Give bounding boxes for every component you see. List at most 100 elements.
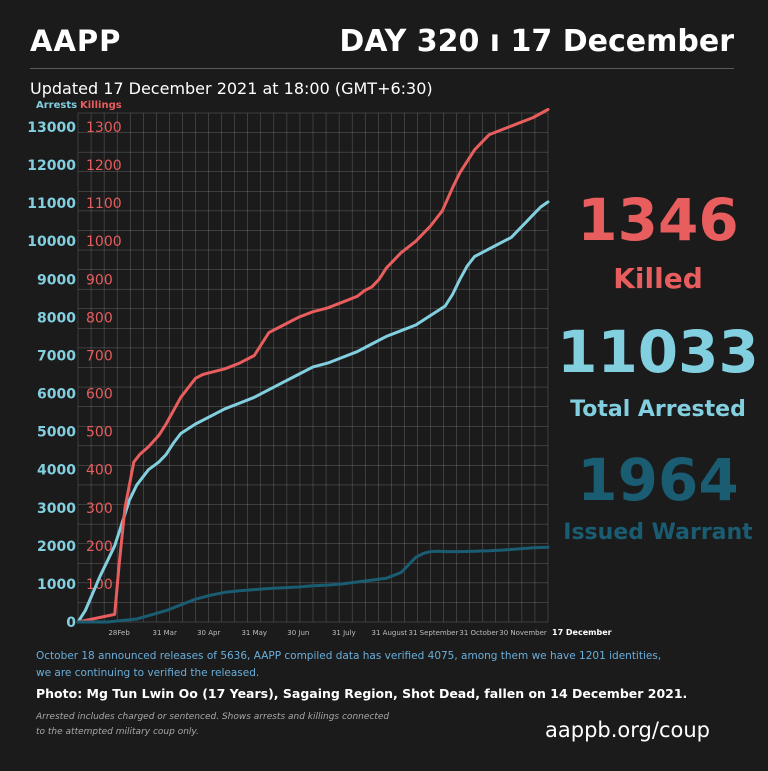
y-left-tick-label: 0 bbox=[66, 615, 76, 631]
data-point-arrests bbox=[297, 373, 300, 376]
y-right-tick-label: 1000 bbox=[86, 234, 122, 250]
data-point-arrests bbox=[128, 499, 131, 502]
arrested-label: Total Arrested bbox=[570, 397, 746, 422]
warrant-label: Issued Warrant bbox=[563, 520, 753, 545]
killed-count: 1346 bbox=[577, 186, 739, 254]
data-point-killings bbox=[165, 423, 167, 425]
data-point-arrests bbox=[194, 423, 197, 425]
data-point-killings bbox=[385, 267, 388, 269]
data-point-arrests bbox=[400, 329, 402, 332]
data-point-issued-warrant bbox=[437, 550, 439, 552]
data-point-arrests bbox=[209, 415, 211, 418]
data-point-arrests bbox=[539, 206, 542, 208]
data-point-killings bbox=[124, 507, 126, 509]
data-point-killings bbox=[378, 278, 380, 281]
data-point-issued-warrant bbox=[238, 590, 241, 592]
data-point-issued-warrant bbox=[106, 621, 109, 623]
data-point-arrests bbox=[268, 388, 270, 391]
x-tick-label: 31 October bbox=[459, 629, 498, 637]
y-right-tick-label: 400 bbox=[86, 463, 113, 479]
data-point-issued-warrant bbox=[180, 604, 182, 606]
data-point-issued-warrant bbox=[400, 571, 402, 574]
data-point-arrests bbox=[451, 293, 454, 296]
data-point-arrests bbox=[172, 442, 175, 444]
data-point-issued-warrant bbox=[165, 609, 167, 612]
data-point-killings bbox=[503, 128, 505, 130]
data-point-killings bbox=[441, 210, 444, 212]
data-point-killings bbox=[356, 295, 358, 298]
x-tick-label: 30 Jun bbox=[287, 629, 309, 637]
y-right-tick-label: 1300 bbox=[86, 120, 122, 136]
y-left-tick-label: 12000 bbox=[27, 158, 76, 174]
data-point-issued-warrant bbox=[429, 550, 432, 553]
footnote-line2: to the attempted military coup only. bbox=[36, 727, 199, 737]
y-right-tick-label: 100 bbox=[86, 577, 113, 593]
y-left-tick-label: 2000 bbox=[37, 539, 76, 555]
x-tick-label: 31 September bbox=[409, 629, 459, 637]
x-tick-label: 31 July bbox=[332, 629, 356, 637]
data-point-arrests bbox=[473, 255, 476, 258]
data-point-issued-warrant bbox=[282, 586, 285, 589]
data-point-killings bbox=[180, 396, 182, 399]
data-point-issued-warrant bbox=[77, 621, 79, 623]
y-right-tick-label: 500 bbox=[86, 425, 113, 441]
x-tick-label: 31 Mar bbox=[152, 629, 176, 637]
data-point-arrests bbox=[488, 248, 491, 250]
data-point-killings bbox=[238, 362, 241, 364]
x-tick-label: 31 May bbox=[241, 629, 267, 637]
y-left-tick-label: 11000 bbox=[27, 196, 76, 212]
y-right-tick-label: 300 bbox=[86, 501, 113, 517]
data-point-issued-warrant bbox=[444, 550, 447, 553]
x-tick-label: 28Feb bbox=[108, 629, 130, 637]
killed-label: Killed bbox=[613, 262, 703, 295]
data-point-killings bbox=[158, 434, 160, 437]
website-url[interactable]: aappb.org/coup bbox=[545, 718, 710, 742]
data-point-issued-warrant bbox=[407, 564, 410, 566]
data-point-arrests bbox=[326, 362, 329, 364]
x-tick-label: 30 November bbox=[499, 629, 547, 637]
y-left-tick-label: 6000 bbox=[37, 387, 76, 403]
data-point-killings bbox=[466, 160, 469, 163]
data-point-arrests bbox=[224, 408, 226, 410]
y-right-tick-label: 200 bbox=[86, 539, 113, 555]
y-right-tick-label: 800 bbox=[86, 310, 113, 326]
y-right-tick-label: 900 bbox=[86, 272, 113, 288]
data-point-issued-warrant bbox=[385, 577, 388, 579]
y-left-tick-label: 7000 bbox=[37, 348, 76, 364]
data-point-issued-warrant bbox=[459, 550, 461, 553]
photo-caption: Photo: Mg Tun Lwin Oo (17 Years), Sagain… bbox=[36, 686, 688, 701]
data-point-killings bbox=[209, 371, 211, 374]
y-left-tick-label: 10000 bbox=[27, 234, 76, 250]
data-point-killings bbox=[517, 122, 520, 124]
data-point-killings bbox=[415, 240, 417, 242]
data-point-arrests bbox=[481, 251, 483, 254]
data-point-killings bbox=[459, 171, 461, 174]
data-point-killings bbox=[133, 461, 135, 463]
data-point-issued-warrant bbox=[224, 591, 226, 594]
data-point-killings bbox=[147, 446, 150, 448]
updated-timestamp: Updated 17 December 2021 at 18:00 (GMT+6… bbox=[30, 79, 433, 98]
data-point-killings bbox=[268, 331, 270, 334]
footnote-line1: Arrested includes charged or sentenced. … bbox=[36, 712, 390, 722]
data-point-arrests bbox=[238, 402, 241, 404]
data-point-arrests bbox=[371, 343, 373, 345]
data-point-arrests bbox=[532, 213, 535, 216]
data-point-killings bbox=[118, 564, 120, 566]
release-note-line1: October 18 announced releases of 5636, A… bbox=[36, 650, 662, 662]
data-point-arrests bbox=[503, 240, 505, 242]
data-point-arrests bbox=[341, 356, 344, 359]
data-point-arrests bbox=[429, 314, 432, 317]
data-point-arrests bbox=[525, 221, 527, 223]
data-point-issued-warrant bbox=[297, 586, 300, 588]
day-counter: DAY 320 ı 17 December bbox=[339, 24, 734, 59]
y-right-tick-label: 1100 bbox=[86, 196, 122, 212]
data-point-killings bbox=[224, 368, 226, 370]
data-point-arrests bbox=[253, 396, 256, 399]
data-point-killings bbox=[253, 354, 256, 357]
data-point-issued-warrant bbox=[422, 552, 425, 555]
data-point-arrests bbox=[84, 609, 87, 612]
data-point-killings bbox=[429, 225, 432, 227]
data-point-issued-warrant bbox=[253, 588, 256, 591]
y-right-tick-label: 600 bbox=[86, 387, 113, 403]
